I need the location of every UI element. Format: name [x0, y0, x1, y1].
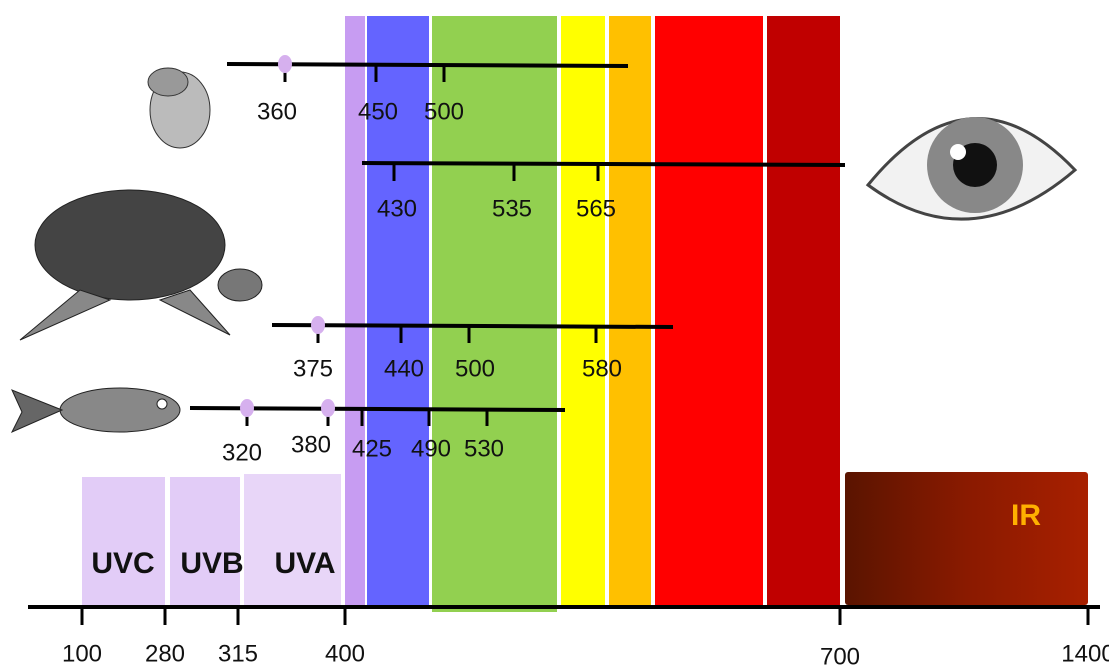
peak-label: 500: [424, 98, 464, 125]
uva-box: [244, 474, 341, 605]
axis-tick-label: 400: [325, 640, 365, 667]
visible-spectrum: [345, 16, 840, 612]
uv-bands: [82, 474, 341, 605]
uv-peak-marker: [278, 55, 292, 73]
ir-box: [845, 472, 1088, 605]
axis-tick-label: 315: [218, 640, 258, 667]
peak-label: 500: [455, 355, 495, 382]
uv-band-label: UVB: [180, 547, 243, 580]
blue-band: [367, 16, 429, 605]
dynamic-layer: 100 280 315 400 700 1400 UVC UVB UVA IR 360 450 500 4…: [62, 55, 1109, 667]
sensitivity-line: [361, 161, 846, 167]
uv-peak-marker: [240, 399, 254, 417]
violet-band: [345, 16, 365, 605]
sensitivity-line: [271, 323, 674, 329]
peak-label: 535: [492, 195, 532, 222]
uv-band-label: UVA: [274, 547, 335, 580]
eye-illustration: [865, 117, 1078, 221]
hatchling-illustration: [147, 67, 211, 149]
peak-label: 380: [291, 431, 331, 458]
axis-tick-label: 100: [62, 640, 102, 667]
uvc-box: [82, 477, 165, 605]
peak-label: 565: [576, 195, 616, 222]
peak-label: 360: [257, 98, 297, 125]
peak-label: 375: [293, 355, 333, 382]
yellow-band: [561, 16, 605, 605]
sea-turtle-illustration: [19, 189, 263, 341]
peak-label: 440: [384, 355, 424, 382]
axis-tick-label: 1400: [1061, 640, 1109, 667]
peak-label: 430: [377, 195, 417, 222]
peak-label: 450: [358, 98, 398, 125]
uvb-box: [170, 477, 240, 605]
peak-label: 580: [582, 355, 622, 382]
peak-label: 320: [222, 439, 262, 466]
sensitivity-line: [226, 62, 629, 68]
uv-band-label: UVC: [91, 547, 154, 580]
peak-label: 530: [464, 435, 504, 462]
peak-label: 425: [352, 435, 392, 462]
fish-illustration: [10, 387, 181, 434]
green-band: [432, 16, 557, 612]
orange-band: [609, 16, 651, 605]
peak-label: 490: [411, 435, 451, 462]
deep-red-band: [767, 16, 840, 605]
ir-band-label: IR: [1011, 499, 1041, 532]
uv-peak-marker: [321, 399, 335, 417]
uv-peak-marker: [311, 316, 325, 334]
red-band: [655, 16, 763, 605]
axis-tick-label: 700: [820, 643, 860, 667]
axis-tick-label: 280: [145, 640, 185, 667]
